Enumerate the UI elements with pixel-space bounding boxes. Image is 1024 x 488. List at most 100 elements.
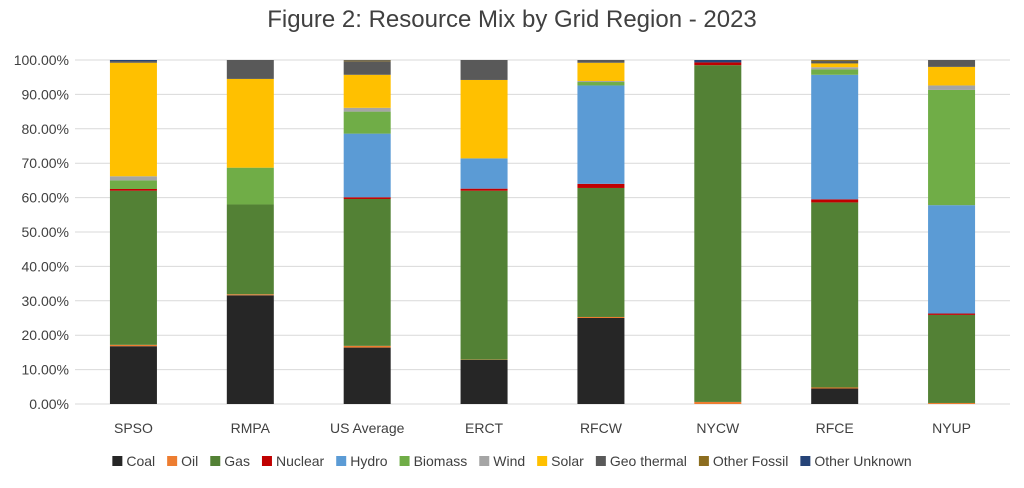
chart-title: Figure 2: Resource Mix by Grid Region - … [267, 6, 757, 33]
x-tick-label: NYCW [696, 420, 740, 436]
legend-swatch [167, 456, 178, 466]
bar-segment [109, 180, 157, 189]
x-axis: SPSO RMPA US Average ERCT RFCW NYCW RFCE NYUP [114, 420, 971, 436]
legend-item: Biomass [399, 453, 468, 469]
legend-swatch [112, 456, 123, 466]
legend-item: Wind [479, 453, 525, 469]
bar-segment [109, 346, 157, 404]
bar-segment [928, 89, 976, 206]
legend-item: Other Unknown [800, 453, 912, 469]
legend: Coal Oil Gas Nuclear Hydro Biomass Wind Solar Ge… [112, 453, 912, 469]
legend-item: Nuclear [261, 453, 325, 469]
bar-segment [226, 295, 274, 404]
x-tick-label: RMPA [231, 420, 271, 436]
bar-segment [811, 388, 859, 404]
bar-segment [928, 60, 976, 67]
bar-segment [811, 74, 859, 200]
bar-segment [226, 294, 274, 296]
bar-segment [343, 60, 391, 62]
bar-stack-nycw [694, 60, 742, 404]
bar-segment [811, 61, 859, 64]
legend-label: Coal [126, 453, 155, 469]
legend-label: Biomass [414, 453, 468, 469]
y-tick-label: 20.00% [22, 327, 69, 343]
y-tick-label: 60.00% [22, 190, 69, 206]
legend-label: Oil [181, 453, 198, 469]
bar-segment [577, 80, 625, 83]
bar-segment [109, 190, 157, 345]
y-tick-label: 50.00% [22, 224, 69, 240]
legend-swatch [537, 456, 548, 466]
bar-segment [343, 197, 391, 199]
legend-swatch [261, 456, 272, 466]
bar-stack-rfce [811, 60, 859, 404]
legend-label: Nuclear [276, 453, 325, 469]
legend-label: Other Unknown [814, 453, 911, 469]
legend-swatch [399, 456, 410, 466]
bar-segment [109, 176, 157, 181]
bar-segment [109, 61, 157, 63]
bar-segment [460, 60, 508, 80]
bar-segment [226, 60, 274, 79]
legend-swatch [595, 456, 606, 466]
bar-segment [811, 69, 859, 75]
bar-segment [577, 82, 625, 86]
legend-item: Gas [210, 453, 250, 469]
bar-stack-rmpa [226, 60, 274, 404]
bar-segment [226, 78, 274, 168]
y-axis: 0.00% 10.00% 20.00% 30.00% 40.00% 50.00% 60.00… [14, 52, 69, 412]
legend-label: Gas [224, 453, 250, 469]
bar-segment [109, 62, 157, 177]
x-tick-label: NYUP [932, 420, 971, 436]
bars [109, 60, 976, 404]
bar-segment [460, 359, 508, 404]
legend-item: Geo thermal [595, 453, 687, 469]
bar-stack-nyup [928, 60, 976, 404]
bar-segment [811, 387, 859, 389]
bar-segment [811, 67, 859, 70]
y-tick-label: 30.00% [22, 293, 69, 309]
bar-segment [694, 401, 742, 404]
y-tick-label: 0.00% [29, 396, 69, 412]
bar-stack-rfcw [577, 60, 625, 404]
bar-segment [577, 318, 625, 404]
bar-segment [343, 347, 391, 404]
bar-segment [928, 66, 976, 86]
bar-segment [811, 202, 859, 388]
bar-segment [577, 316, 625, 318]
bar-segment [694, 65, 742, 402]
y-tick-label: 70.00% [22, 155, 69, 171]
y-tick-label: 10.00% [22, 362, 69, 378]
x-tick-label: SPSO [114, 420, 153, 436]
bar-segment [811, 199, 859, 203]
y-tick-label: 90.00% [22, 86, 69, 102]
bar-segment [226, 167, 274, 205]
bar-stack-erct [460, 60, 508, 404]
x-tick-label: US Average [330, 420, 405, 436]
bar-segment [928, 314, 976, 403]
bar-segment [109, 344, 157, 347]
bar-segment [343, 61, 391, 75]
legend-swatch [479, 456, 490, 466]
bar-segment [577, 187, 625, 317]
legend-label: Other Fossil [713, 453, 788, 469]
bar-segment [577, 62, 625, 81]
bar-segment [460, 188, 508, 191]
legend-swatch [210, 456, 221, 466]
legend-label: Hydro [350, 453, 388, 469]
bar-segment [577, 183, 625, 188]
legend-label: Wind [493, 453, 525, 469]
bar-segment [109, 60, 157, 62]
bar-segment [460, 79, 508, 159]
gridlines [75, 59, 1010, 405]
bar-segment [460, 190, 508, 360]
legend-label: Geo thermal [610, 453, 687, 469]
bar-stack-spso [109, 60, 157, 404]
bar-segment [226, 204, 274, 295]
bar-segment [343, 198, 391, 346]
legend-swatch [698, 456, 709, 466]
legend-swatch [336, 456, 347, 466]
y-tick-label: 40.00% [22, 258, 69, 274]
